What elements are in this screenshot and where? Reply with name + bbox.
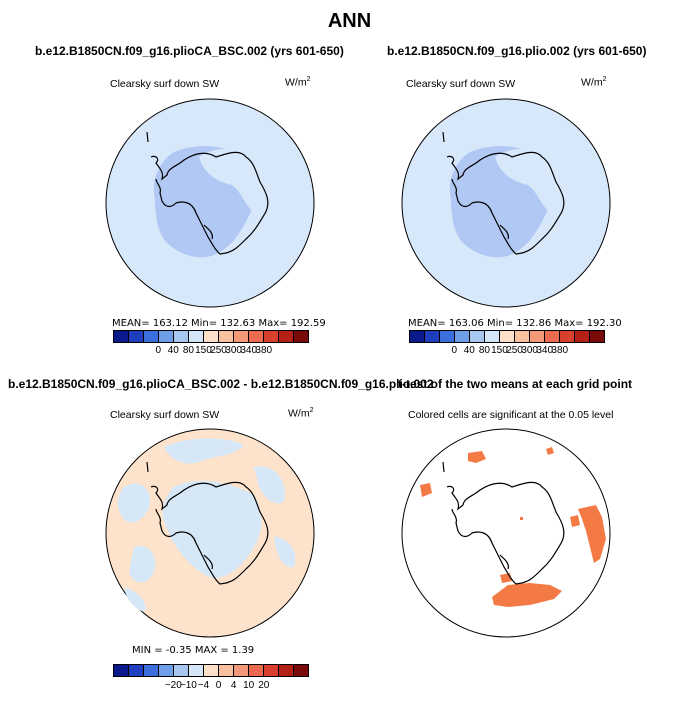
colorbar-swatch: [159, 665, 174, 676]
colorbar-swatch: [189, 665, 204, 676]
colorbar-swatch: [159, 331, 174, 342]
colorbar-swatch: [114, 331, 129, 342]
colorbar-swatch: [204, 665, 219, 676]
panel-3-units: W/m2: [288, 407, 314, 420]
colorbar-swatch: [174, 665, 189, 676]
colorbar-swatch: [219, 331, 234, 342]
panel-1-polar-map: [105, 98, 315, 308]
colorbar-swatch: [440, 331, 455, 342]
colorbar-tick-label: 380: [551, 345, 569, 356]
panel-2-case-title: b.e12.B1850CN.f09_g16.plio.002 (yrs 601-…: [387, 44, 647, 58]
panel-2-antarctica-coastline: [442, 131, 565, 255]
colorbar-swatch: [485, 331, 500, 342]
panel-4-variable-label: Colored cells are significant at the 0.0…: [408, 409, 614, 421]
colorbar-swatch: [249, 665, 264, 676]
colorbar-tick-label: 0: [155, 345, 161, 356]
colorbar-swatch: [144, 665, 159, 676]
colorbar-tick-label: 0: [451, 345, 457, 356]
panel-1-high-sw-region: [199, 149, 263, 212]
panel-3-polar-map: [105, 428, 315, 638]
colorbar-swatch: [144, 331, 159, 342]
colorbar-tick-label: −10: [179, 680, 197, 691]
panel-2-units: W/m2: [581, 76, 607, 89]
colorbar-swatch: [234, 331, 249, 342]
panel-1-stats: MEAN= 163.12 Min= 132.63 Max= 192.59: [112, 318, 326, 329]
colorbar-swatch: [174, 331, 189, 342]
colorbar-swatch: [470, 331, 485, 342]
panel-1-units: W/m2: [285, 76, 311, 89]
panel-2-polar-map: [401, 98, 611, 308]
main-title: ANN: [327, 10, 372, 32]
colorbar-swatch: [279, 665, 294, 676]
colorbar-tick-label: 300: [521, 345, 538, 356]
panel-3-case-title: b.e12.B1850CN.f09_g16.plioCA_BSC.002 - b…: [8, 377, 434, 391]
panel-4-background: [401, 428, 611, 638]
colorbar-swatch: [129, 331, 144, 342]
colorbar-swatch: [189, 331, 204, 342]
colorbar-swatch: [425, 331, 440, 342]
colorbar-tick-label: 40: [463, 345, 475, 356]
colorbar-tick-label: 80: [182, 345, 194, 356]
panel-1-case-title: b.e12.B1850CN.f09_g16.plioCA_BSC.002 (yr…: [35, 44, 344, 58]
colorbar-swatch: [590, 331, 604, 342]
colorbar-tick-label: −4: [197, 680, 210, 691]
colorbar-swatch: [114, 665, 129, 676]
colorbar-swatch: [560, 331, 575, 342]
colorbar-tick-label: 40: [167, 345, 179, 356]
panel-3-negative-patches: [117, 438, 296, 612]
panel-2-stats: MEAN= 163.06 Min= 132.86 Max= 192.30: [408, 318, 622, 329]
panel-3-colorbar-labels: −20 −10 −4 0 4 10 20: [113, 680, 309, 694]
colorbar-tick-label: 0: [215, 680, 222, 691]
colorbar-tick-label: 150: [491, 345, 508, 356]
panel-1-colorbar: [113, 330, 309, 343]
colorbar-tick-label: 10: [243, 680, 255, 691]
colorbar-swatch: [294, 665, 308, 676]
panel-1-variable-label: Clearsky surf down SW: [110, 78, 220, 90]
panel-3-antarctica-coastline: [146, 461, 269, 585]
colorbar-tick-label: 380: [255, 345, 273, 356]
panel-3-colorbar: [113, 664, 309, 677]
colorbar-swatch: [515, 331, 530, 342]
colorbar-tick-label: 80: [478, 345, 490, 356]
panel-1-colorbar-labels: 0 40 80 150 250 300 340 380: [113, 345, 309, 359]
panel-3-stats: MIN = -0.35 MAX = 1.39: [132, 645, 255, 656]
colorbar-tick-label: 340: [536, 345, 554, 356]
panel-2-colorbar: [409, 330, 605, 343]
colorbar-tick-label: 4: [230, 680, 237, 691]
colorbar-swatch: [264, 665, 279, 676]
colorbar-swatch: [234, 665, 249, 676]
colorbar-swatch: [204, 331, 219, 342]
colorbar-swatch: [530, 331, 545, 342]
colorbar-tick-label: 250: [506, 345, 523, 356]
colorbar-swatch: [410, 331, 425, 342]
panel-4-antarctica-coastline: [442, 461, 565, 585]
panel-4-case-title: t-test of the two means at each grid poi…: [398, 377, 633, 391]
colorbar-swatch: [249, 331, 264, 342]
panel-1-antarctica-coastline: [146, 131, 269, 255]
panel-3-variable-label: Clearsky surf down SW: [110, 409, 220, 421]
colorbar-swatch: [279, 331, 294, 342]
panel-2-high-sw-region: [495, 149, 559, 212]
colorbar-swatch: [129, 665, 144, 676]
colorbar-tick-label: 20: [258, 680, 270, 691]
panel-2-colorbar-labels: 0 40 80 150 250 300 340 380: [409, 345, 605, 359]
colorbar-swatch: [545, 331, 560, 342]
colorbar-tick-label: 300: [225, 345, 242, 356]
colorbar-swatch: [264, 331, 279, 342]
colorbar-tick-label: 250: [210, 345, 227, 356]
colorbar-tick-label: −20: [164, 680, 182, 691]
colorbar-tick-label: 340: [240, 345, 258, 356]
colorbar-swatch: [500, 331, 515, 342]
colorbar-swatch: [219, 665, 234, 676]
panel-2-variable-label: Clearsky surf down SW: [406, 78, 516, 90]
colorbar-tick-label: 150: [195, 345, 212, 356]
colorbar-swatch: [455, 331, 470, 342]
colorbar-swatch: [294, 331, 308, 342]
colorbar-swatch: [575, 331, 590, 342]
panel-4-polar-map: [401, 428, 611, 638]
